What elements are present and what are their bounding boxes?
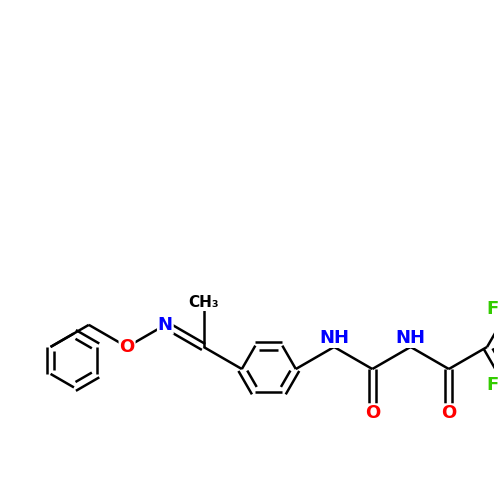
Text: O: O [120, 338, 134, 356]
Text: N: N [158, 316, 173, 334]
Text: CH₃: CH₃ [188, 296, 219, 310]
Text: F: F [486, 300, 498, 318]
Text: O: O [441, 404, 456, 422]
Text: NH: NH [319, 329, 349, 347]
Text: NH: NH [396, 329, 426, 347]
Text: F: F [486, 376, 498, 394]
Text: O: O [364, 404, 380, 422]
